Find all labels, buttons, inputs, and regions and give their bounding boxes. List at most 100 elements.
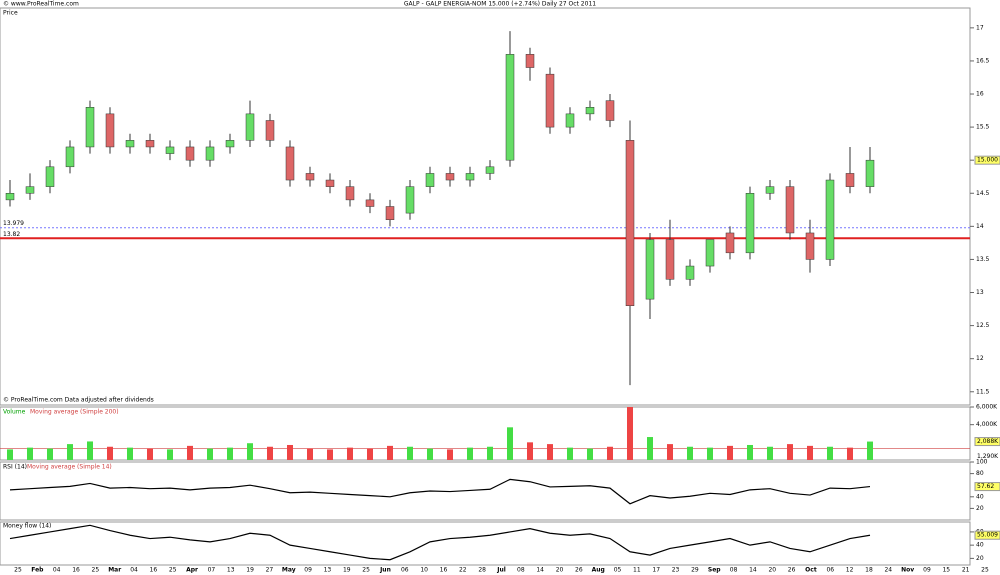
last-value-label: 55.009 bbox=[977, 532, 998, 539]
x-tick-label: 26 bbox=[788, 567, 796, 574]
x-tick-label: 25 bbox=[14, 567, 22, 574]
panel-title: Price bbox=[3, 10, 18, 17]
volume-bar bbox=[47, 448, 53, 460]
candle-body bbox=[145, 140, 155, 148]
volume-bar bbox=[127, 447, 133, 460]
panel-title: Volume bbox=[3, 409, 26, 416]
x-tick-label: Jul bbox=[496, 567, 506, 574]
note: © ProRealTime.com Data adjusted after di… bbox=[3, 397, 154, 404]
y-tick-label: 12 bbox=[976, 355, 984, 362]
rsi-panel bbox=[0, 461, 971, 521]
volume-bar bbox=[647, 437, 653, 460]
y-tick-label: 14.5 bbox=[976, 190, 990, 197]
volume-bar bbox=[707, 447, 713, 460]
y-tick-label: 11.5 bbox=[976, 388, 990, 395]
x-tick-label: 14 bbox=[749, 567, 757, 574]
volume-panel bbox=[0, 406, 971, 461]
candle-body bbox=[585, 107, 595, 115]
panel-subtitle: Moving average (Simple 200) bbox=[30, 409, 119, 416]
candle-body bbox=[845, 173, 855, 187]
candle-body bbox=[805, 232, 815, 260]
x-tick-label: 25 bbox=[362, 567, 370, 574]
volume-bar bbox=[167, 449, 173, 460]
volume-bar bbox=[687, 446, 693, 460]
last-value-label: 15.000 bbox=[977, 157, 998, 164]
volume-bar bbox=[147, 448, 153, 460]
candle-body bbox=[325, 179, 335, 187]
volume-bar bbox=[567, 447, 573, 460]
panel-title: RSI (14) bbox=[3, 464, 27, 471]
candle-body bbox=[665, 239, 675, 280]
x-tick-label: 09 bbox=[923, 567, 931, 574]
volume-bar bbox=[787, 444, 793, 460]
moneyflow-panel bbox=[0, 521, 971, 566]
y-tick-label: 15.5 bbox=[976, 124, 990, 131]
volume-bar bbox=[287, 444, 293, 460]
x-tick-label: 17 bbox=[652, 567, 660, 574]
x-tick-label: Sep bbox=[708, 567, 721, 574]
panel-subtitle: Moving average (Simple 14) bbox=[27, 464, 112, 471]
x-tick-label: 07 bbox=[208, 567, 216, 574]
x-tick-label: 25 bbox=[981, 567, 989, 574]
volume-bar bbox=[527, 442, 533, 460]
candle-body bbox=[465, 173, 475, 181]
volume-bar bbox=[487, 446, 493, 460]
volume-bar bbox=[87, 441, 93, 460]
candle-body bbox=[105, 113, 115, 148]
candle-body bbox=[125, 140, 135, 148]
last-value-label: 57.62 bbox=[977, 483, 994, 490]
volume-bar bbox=[247, 443, 253, 460]
x-tick-label: Nov bbox=[901, 567, 914, 574]
volume-bar bbox=[187, 445, 193, 460]
candle-body bbox=[865, 159, 875, 187]
x-tick-label: 12 bbox=[846, 567, 854, 574]
x-tick-label: 20 bbox=[556, 567, 564, 574]
x-tick-label: Oct bbox=[805, 567, 817, 574]
candle-body bbox=[505, 54, 515, 161]
y-tick-label: 40 bbox=[976, 493, 984, 500]
y-tick-label: 16.5 bbox=[976, 57, 990, 64]
x-tick-label: 15 bbox=[942, 567, 950, 574]
candle-body bbox=[745, 193, 755, 254]
volume-bar bbox=[607, 446, 613, 460]
volume-bar bbox=[427, 448, 433, 460]
y-tick-label: 4,000K bbox=[976, 421, 998, 428]
candle-body bbox=[165, 146, 175, 154]
title: GALP - GALP ENERGIA-NOM 15.000 (+2.74%) … bbox=[404, 1, 596, 8]
candle-body bbox=[645, 239, 655, 300]
volume-bar bbox=[847, 447, 853, 460]
volume-bar bbox=[307, 448, 313, 460]
candle-body bbox=[365, 199, 375, 207]
candle-body bbox=[565, 113, 575, 128]
candle-body bbox=[25, 186, 35, 194]
x-tick-label: 19 bbox=[246, 567, 254, 574]
site: © www.ProRealTime.com bbox=[3, 1, 79, 8]
x-tick-label: 27 bbox=[266, 567, 274, 574]
x-tick-label: 29 bbox=[691, 567, 699, 574]
volume-bar bbox=[267, 446, 273, 460]
volume-bar bbox=[587, 448, 593, 460]
candle-body bbox=[525, 54, 535, 68]
x-tick-label: 19 bbox=[343, 567, 351, 574]
volume-bar bbox=[507, 427, 513, 460]
volume-bar bbox=[207, 448, 213, 460]
x-tick-label: 16 bbox=[150, 567, 158, 574]
volume-bar bbox=[447, 449, 453, 460]
level-label: 13.82 bbox=[3, 231, 20, 238]
x-tick-label: 24 bbox=[884, 567, 892, 574]
volume-bar bbox=[7, 449, 13, 460]
candle-body bbox=[45, 166, 55, 187]
candle-body bbox=[185, 146, 195, 161]
x-tick-label: 06 bbox=[826, 567, 834, 574]
ma-label: 1,290K bbox=[977, 453, 999, 460]
candle-body bbox=[785, 186, 795, 234]
candle-body bbox=[345, 186, 355, 201]
volume-bar bbox=[107, 446, 113, 460]
x-tick-label: 05 bbox=[614, 567, 622, 574]
x-tick-label: 09 bbox=[304, 567, 312, 574]
x-tick-label: 04 bbox=[53, 567, 61, 574]
volume-bar bbox=[467, 447, 473, 460]
y-tick-label: 20 bbox=[976, 505, 984, 512]
